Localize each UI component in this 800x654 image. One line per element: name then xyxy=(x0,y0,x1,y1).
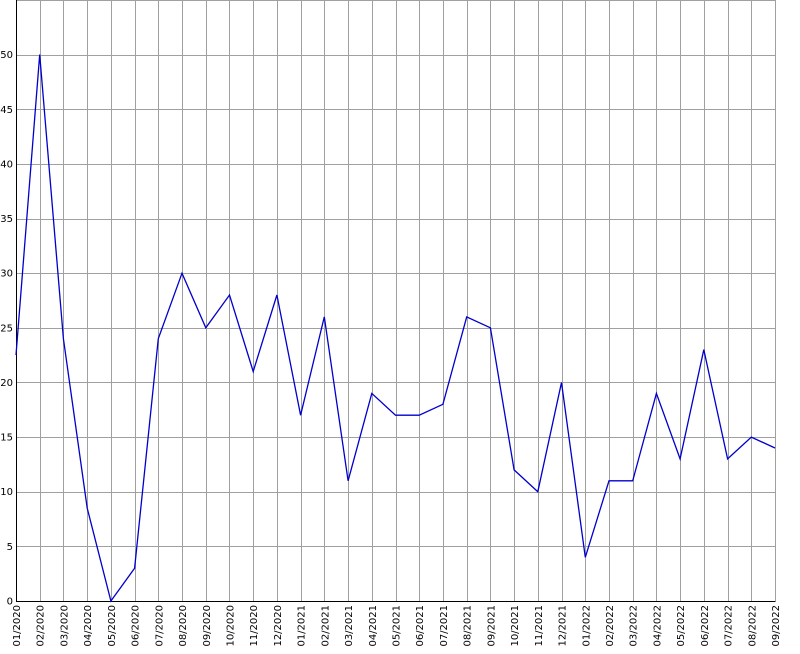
x-tick-label: 05/2022 xyxy=(676,605,687,647)
x-tick-label: 02/2022 xyxy=(605,605,616,647)
x-tick-label: 09/2020 xyxy=(202,605,213,647)
x-tick-label: 01/2022 xyxy=(581,605,592,647)
x-tick-label: 10/2021 xyxy=(510,605,521,647)
x-tick-label: 08/2021 xyxy=(463,605,474,647)
x-tick-label: 08/2020 xyxy=(178,605,189,647)
x-tick-label: 04/2022 xyxy=(652,605,663,647)
x-tick-label: 10/2020 xyxy=(225,605,236,647)
x-tick-label: 04/2020 xyxy=(83,605,94,647)
x-tick-label: 12/2020 xyxy=(273,605,284,647)
x-tick-label: 11/2020 xyxy=(249,605,260,647)
x-tick-label: 06/2020 xyxy=(131,605,142,647)
series-lines xyxy=(15,54,776,603)
grid-lines xyxy=(16,0,776,602)
plot-background xyxy=(16,0,775,601)
x-tick-label: 02/2020 xyxy=(36,605,47,647)
x-tick-label: 01/2021 xyxy=(297,605,308,647)
series-line xyxy=(15,54,776,603)
axes xyxy=(16,0,776,602)
x-tick-label: 06/2022 xyxy=(700,605,711,647)
x-tick-label: 02/2021 xyxy=(320,605,331,647)
x-tick-labels: 01/2020 02/2020 03/2020 04/2020 05/2020 06/20… xyxy=(12,605,782,647)
x-tick-label: 03/2021 xyxy=(344,605,355,647)
y-tick-label: 5 xyxy=(7,542,13,553)
x-tick-label: 12/2021 xyxy=(558,605,569,647)
y-tick-label: 25 xyxy=(0,323,13,334)
x-tick-label: 09/2022 xyxy=(771,605,782,647)
y-tick-label: 20 xyxy=(0,378,13,389)
y-tick-label: 50 xyxy=(0,50,13,61)
x-tick-label: 06/2021 xyxy=(415,605,426,647)
y-tick-label: 45 xyxy=(0,105,13,116)
y-tick-label: 30 xyxy=(0,269,13,280)
x-tick-label: 07/2021 xyxy=(439,605,450,647)
x-tick-label: 07/2022 xyxy=(724,605,735,647)
y-tick-labels: 0 5 10 15 20 25 30 35 40 45 50 xyxy=(0,50,13,607)
x-tick-label: 09/2021 xyxy=(486,605,497,647)
x-tick-label: 03/2022 xyxy=(629,605,640,647)
x-tick-label: 08/2022 xyxy=(747,605,758,647)
y-tick-label: 35 xyxy=(0,214,13,225)
x-tick-label: 05/2021 xyxy=(392,605,403,647)
x-tick-label: 11/2021 xyxy=(534,605,545,647)
y-tick-label: 0 xyxy=(7,597,13,608)
x-tick-label: 01/2020 xyxy=(12,605,23,647)
y-tick-label: 40 xyxy=(0,159,13,170)
y-tick-label: 15 xyxy=(0,433,13,444)
x-tick-label: 03/2020 xyxy=(59,605,70,647)
x-tick-label: 05/2020 xyxy=(107,605,118,647)
x-tick-label: 04/2021 xyxy=(368,605,379,647)
y-tick-label: 10 xyxy=(0,487,13,498)
x-tick-label: 07/2020 xyxy=(154,605,165,647)
